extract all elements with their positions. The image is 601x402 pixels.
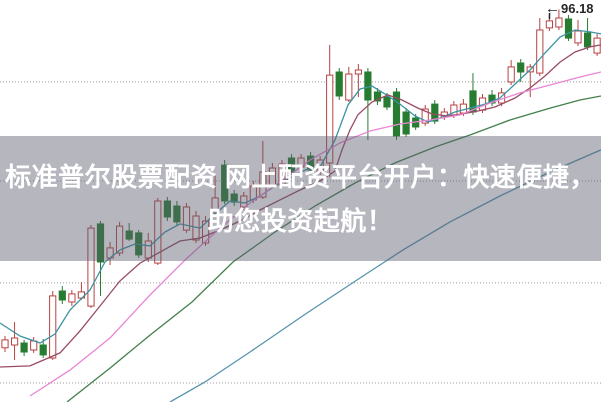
ma-line-slow-green (66, 95, 601, 402)
ma-line-ma20-pink (29, 71, 601, 397)
ma-line-fast-teal (0, 29, 601, 344)
headline-line-1: 标准普尔股票配资 网上配资平台开户：快速便捷， (5, 161, 596, 192)
headline-banner: 标准普尔股票配资 网上配资平台开户：快速便捷， 助您投资起航！ (0, 136, 601, 261)
ma-line-slowest-blue (169, 149, 601, 402)
price-callout: ← 96.18 (545, 1, 594, 16)
headline-line-2: 助您投资起航！ (207, 205, 394, 236)
gridlines (0, 81, 601, 384)
arrow-left-icon: ← (545, 0, 560, 17)
candlestick-series (1, 9, 601, 360)
price-label: 96.18 (561, 1, 594, 16)
